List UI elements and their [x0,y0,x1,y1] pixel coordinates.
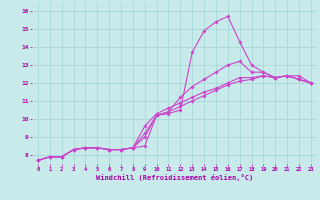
X-axis label: Windchill (Refroidissement éolien,°C): Windchill (Refroidissement éolien,°C) [96,174,253,181]
